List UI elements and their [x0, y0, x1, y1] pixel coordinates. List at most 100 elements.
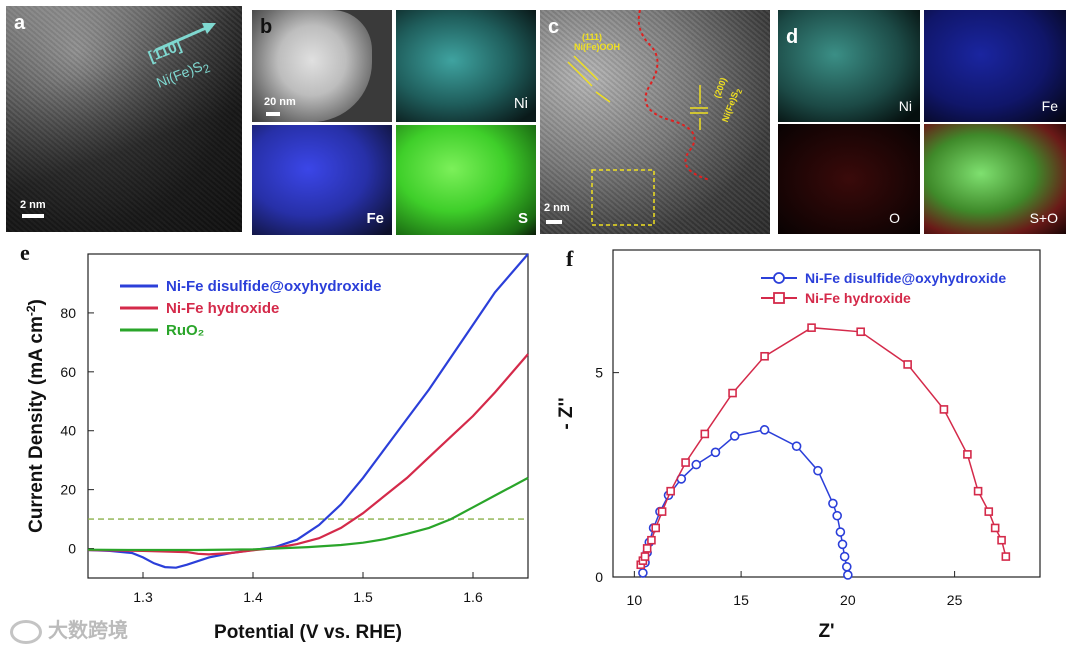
data-point	[729, 431, 740, 441]
x-tick-label: 20	[840, 592, 856, 608]
data-point	[984, 507, 994, 516]
panel-a-letter: a	[14, 12, 26, 34]
data-point	[791, 441, 802, 451]
data-point	[657, 507, 667, 516]
map-label: Ni	[898, 98, 912, 114]
data-point	[990, 523, 1000, 533]
x-axis-label: Potential (V vs. RHE)	[214, 622, 402, 643]
tem-image-a: a [110] Ni(Fe)S2 2 nm	[6, 6, 242, 232]
x-tick-label: 1.3	[133, 589, 153, 605]
series-line	[87, 253, 529, 569]
scale-bar-b	[266, 112, 280, 116]
plane-label-1: (111)	[582, 32, 603, 42]
panel-b-letter: b	[260, 16, 273, 38]
data-point	[700, 429, 710, 439]
data-point	[843, 570, 853, 580]
y-tick-label: 0	[68, 541, 76, 557]
scale-label-a: 2 nm	[20, 199, 46, 211]
data-point	[839, 551, 850, 562]
map-label: S+O	[1029, 210, 1058, 226]
eds-map-o-d: O	[778, 124, 920, 234]
x-tick-label: 1.5	[353, 589, 373, 605]
lattice-arrow-icon	[155, 23, 216, 52]
panel-c-letter: c	[548, 16, 560, 38]
data-point	[856, 327, 865, 337]
data-point	[973, 486, 983, 496]
data-point	[666, 486, 675, 496]
data-point	[837, 539, 848, 550]
data-point	[841, 561, 852, 572]
legend-label: Ni-Fe hydroxide	[805, 290, 911, 306]
x-axis-label: Z'	[818, 621, 834, 642]
legend-label: Ni-Fe hydroxide	[166, 300, 279, 317]
x-tick-label: 1.4	[243, 589, 263, 605]
panel-d-letter: d	[786, 26, 799, 48]
data-point	[760, 351, 769, 361]
series-line	[640, 326, 1007, 566]
scale-bar-c	[546, 220, 562, 224]
x-tick-label: 10	[627, 592, 643, 608]
map-label: O	[889, 210, 900, 226]
data-point	[828, 498, 838, 509]
eds-map-so-d: S+O	[924, 124, 1066, 234]
data-point	[759, 425, 770, 435]
map-label: Fe	[366, 210, 384, 227]
legend-label: Ni-Fe disulfide@oxyhydroxide	[805, 270, 1006, 286]
data-point	[1001, 552, 1011, 561]
haadf-image-b: b 20 nm	[252, 10, 392, 122]
series-line	[642, 429, 849, 576]
data-point	[710, 447, 721, 458]
lsv-chart: 1.3 1.4 1.5 1.6 0 20 40 60 80 Ni-Fe disulfide@oxy…	[24, 253, 529, 643]
legend-marker	[773, 272, 785, 284]
x-tick-label: 25	[947, 592, 963, 608]
x-tick-label: 1.6	[463, 589, 483, 605]
data-point	[647, 535, 656, 545]
y-tick-label: 0	[595, 569, 603, 585]
data-point	[651, 523, 660, 533]
watermark: 大数跨境	[10, 614, 128, 644]
eds-map-fe-b: Fe	[252, 125, 392, 235]
y-axis-label: - Z''	[556, 397, 577, 429]
data-point	[728, 388, 737, 398]
panel-e-letter: e	[20, 240, 30, 265]
map-label: Fe	[1041, 98, 1058, 114]
y-tick-label: 40	[60, 423, 76, 439]
plot-frame	[87, 253, 529, 579]
panel-f-letter: f	[566, 246, 574, 271]
map-label: S	[517, 210, 528, 227]
plot-frame	[612, 249, 1041, 578]
data-point	[835, 527, 846, 537]
y-tick-label: 20	[60, 482, 76, 498]
y-tick-label: 60	[60, 364, 76, 380]
interface-overlay	[567, 10, 711, 226]
nyquist-chart: 10 15 20 25 0 5 Ni-Fe disulfide@oxyhydroxide Ni…	[556, 249, 1041, 642]
series-line	[87, 476, 529, 552]
hrtem-image-c: c (111) Ni(Fe)OOH (200) Ni(Fe)S2 2 nm	[540, 10, 770, 234]
watermark-logo-icon	[10, 619, 42, 644]
series-line	[87, 353, 529, 556]
legend-marker	[773, 292, 785, 304]
legend-label: RuO₂	[166, 322, 204, 339]
scale-label-b: 20 nm	[264, 96, 296, 108]
data-point	[642, 544, 652, 553]
y-axis-label: Current Density (mA cm-2)	[24, 299, 47, 533]
phase-label-1: Ni(Fe)OOH	[574, 42, 620, 52]
data-point	[638, 568, 648, 578]
data-point	[807, 323, 816, 332]
data-point	[939, 405, 949, 414]
y-tick-label: 5	[595, 365, 603, 381]
data-point	[640, 552, 650, 561]
y-tick-label: 80	[60, 305, 76, 321]
eds-map-ni-b: Ni	[396, 10, 536, 122]
data-point	[813, 465, 823, 476]
x-tick-label: 15	[733, 592, 749, 608]
data-point	[903, 360, 912, 369]
legend-label: Ni-Fe disulfide@oxyhydroxide	[166, 278, 382, 295]
map-label: Ni	[513, 95, 528, 112]
eds-map-ni-d: d Ni	[778, 10, 920, 122]
eds-map-fe-d: Fe	[924, 10, 1066, 122]
scale-label-c: 2 nm	[544, 202, 570, 214]
data-point	[832, 510, 842, 521]
scale-bar-a	[22, 214, 44, 218]
data-point	[997, 535, 1006, 545]
